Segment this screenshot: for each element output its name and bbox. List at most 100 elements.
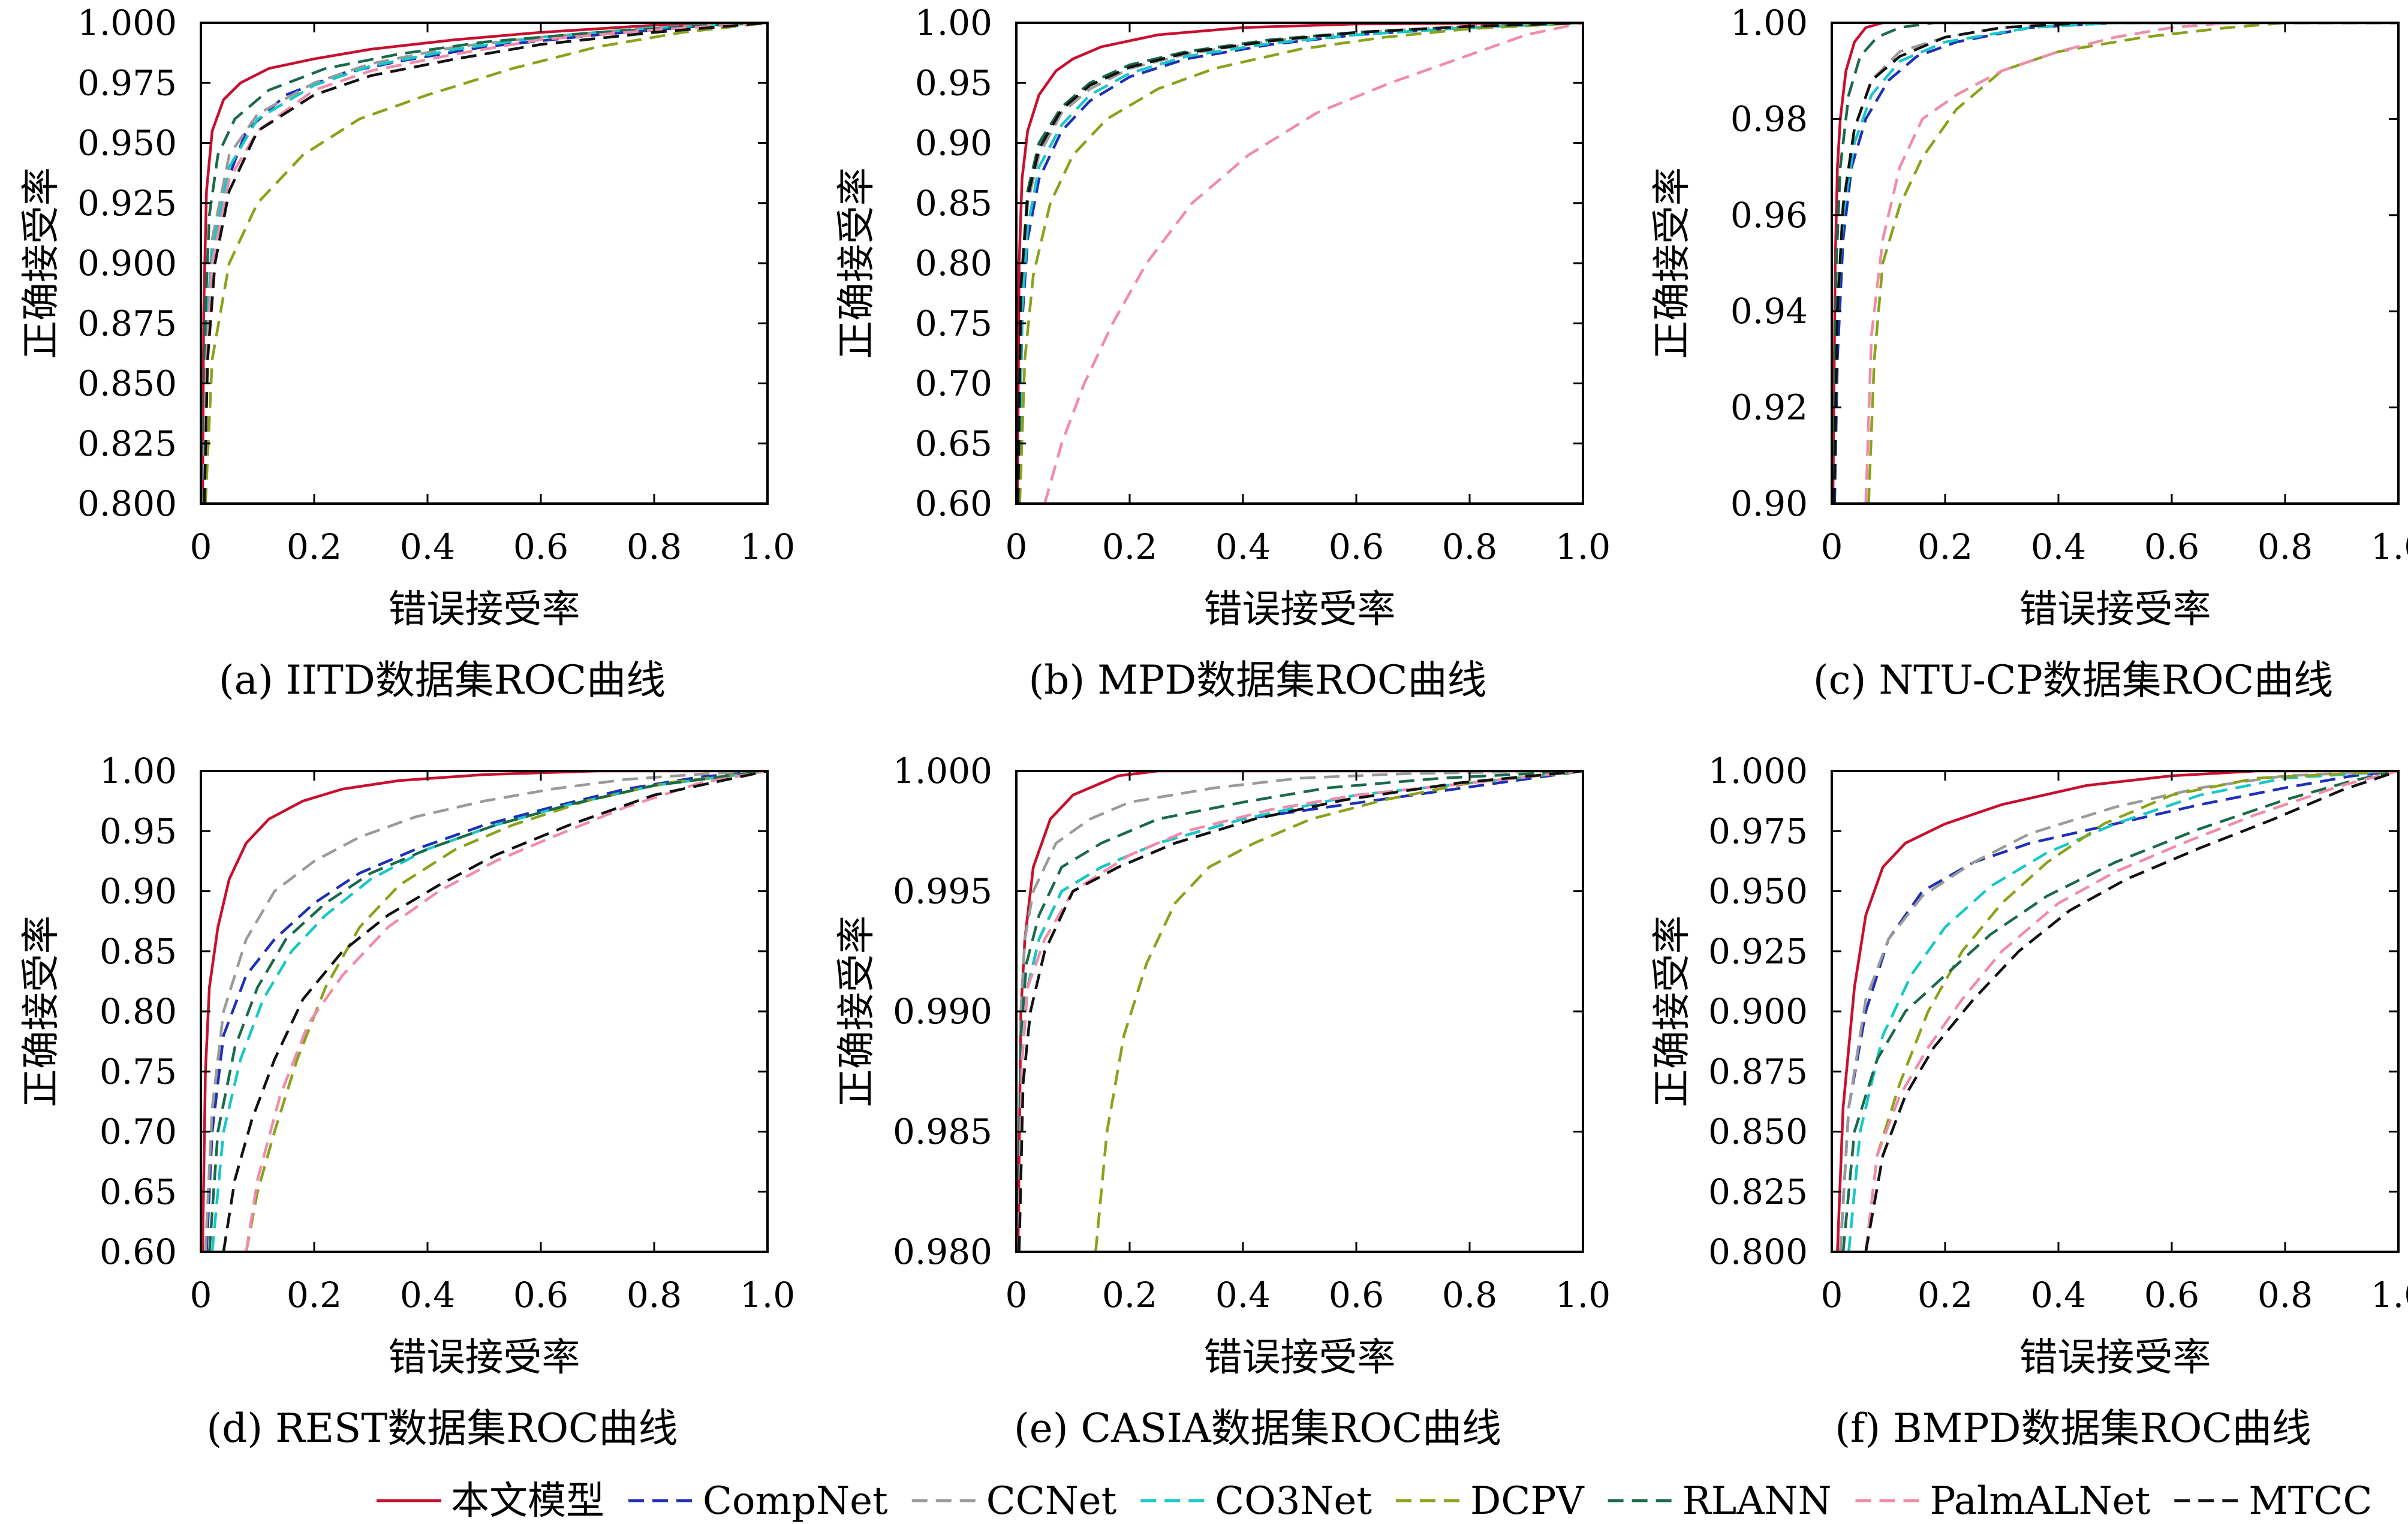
x-tick-label: 0.2 <box>1102 1275 1157 1315</box>
x-axis-label: 错误接受率 <box>1204 1336 1396 1380</box>
x-tick-label: 0.8 <box>1442 1275 1497 1315</box>
y-tick-label: 0.925 <box>77 183 177 224</box>
y-tick-label: 0.94 <box>1730 291 1808 332</box>
x-tick-label: 1.0 <box>740 526 795 567</box>
series-line-MTCC <box>1864 771 2398 1252</box>
plot-frame <box>1831 770 2400 1253</box>
legend-item: CO3Net <box>1140 1479 1372 1523</box>
series-line-CCNet <box>1016 771 1583 1252</box>
series-line-本文模型 <box>201 771 767 1252</box>
x-tick-label: 1.0 <box>2371 1275 2408 1315</box>
x-tick-label: 0.4 <box>1215 526 1271 567</box>
series-line-RLANN <box>1832 23 2398 504</box>
series-line-MTCC <box>1832 23 2398 504</box>
x-tick-label: 0.6 <box>2144 526 2199 567</box>
y-tick-label: 0.70 <box>915 363 992 404</box>
x-tick-label: 0.6 <box>513 1275 568 1315</box>
x-tick-label: 0 <box>190 1275 212 1315</box>
y-tick-label: 0.950 <box>1708 871 1808 912</box>
y-tick-label: 0.80 <box>915 243 992 284</box>
x-tick-label: 0.8 <box>1442 526 1497 567</box>
y-tick-label: 1.00 <box>100 751 177 791</box>
y-tick-label: 0.92 <box>1730 387 1808 428</box>
x-tick-label: 0 <box>1006 526 1028 567</box>
series-line-DCPV <box>1018 23 1583 504</box>
panel-caption: (d) REST数据集ROC曲线 <box>206 1405 678 1451</box>
y-tick-label: 0.98 <box>1730 98 1808 139</box>
series-line-MTCC <box>222 771 767 1252</box>
legend-label: PalmALNet <box>1930 1479 2151 1523</box>
x-tick-label: 0.4 <box>400 1275 455 1315</box>
x-tick-label: 0.2 <box>1918 1275 1973 1315</box>
y-tick-label: 0.900 <box>77 243 177 284</box>
x-tick-label: 1.0 <box>2371 526 2408 567</box>
series-line-PalmALNet <box>1864 771 2398 1252</box>
x-tick-label: 0.2 <box>287 526 342 567</box>
x-tick-label: 0.8 <box>627 526 682 567</box>
x-tick-label: 0.6 <box>1329 1275 1384 1315</box>
y-tick-label: 0.80 <box>100 991 177 1032</box>
plot-frame <box>200 22 769 505</box>
y-axis-label: 正确接受率 <box>835 167 879 359</box>
series-line-CompNet <box>1838 771 2398 1252</box>
y-tick-label: 0.800 <box>77 483 177 524</box>
series-line-RLANN <box>1841 771 2398 1252</box>
series-line-RLANN <box>1016 771 1583 1252</box>
y-tick-label: 1.000 <box>893 751 992 791</box>
y-tick-label: 0.95 <box>915 62 992 103</box>
roc-panel-c: 0 0.2 0.4 0.6 0.8 1.0 0.90 0.92 0.94 0.96 0.98 1.00… <box>1650 2 2408 703</box>
x-tick-label: 0.4 <box>1215 1275 1271 1315</box>
y-axis-label: 正确接受率 <box>19 167 64 359</box>
x-tick-label: 0 <box>1821 1275 1843 1315</box>
y-tick-label: 0.975 <box>1708 811 1808 851</box>
legend-label: CO3Net <box>1215 1479 1372 1523</box>
series-line-PalmALNet <box>202 23 767 504</box>
x-tick-label: 0.8 <box>2258 526 2313 567</box>
x-tick-label: 0.2 <box>1918 526 1973 567</box>
y-tick-label: 1.00 <box>1730 2 1808 43</box>
legend-label: CompNet <box>703 1479 888 1523</box>
y-axis-label: 正确接受率 <box>1650 915 1694 1107</box>
x-axis-label: 错误接受率 <box>1204 588 1396 632</box>
y-tick-label: 0.60 <box>915 483 992 524</box>
y-tick-label: 0.90 <box>915 123 992 164</box>
series-line-本文模型 <box>1832 23 2398 504</box>
x-tick-label: 0 <box>190 526 212 567</box>
roc-panel-e: 0 0.2 0.4 0.6 0.8 1.0 0.980 0.985 0.990 0.995 1.00… <box>835 751 1611 1451</box>
series-group <box>1836 771 2398 1252</box>
x-tick-label: 0.8 <box>2258 1275 2313 1315</box>
y-tick-label: 0.85 <box>915 183 992 224</box>
x-axis-label: 错误接受率 <box>2019 1336 2211 1380</box>
x-tick-label: 0 <box>1006 1275 1028 1315</box>
y-tick-label: 0.975 <box>77 62 177 103</box>
y-tick-label: 0.950 <box>77 123 177 164</box>
y-tick-label: 1.00 <box>915 2 992 43</box>
plot-frame <box>200 770 769 1253</box>
series-line-RLANN <box>201 23 767 504</box>
x-tick-label: 0 <box>1821 526 1843 567</box>
y-tick-label: 0.96 <box>1730 195 1808 236</box>
y-tick-label: 0.65 <box>100 1171 177 1212</box>
roc-panel-d: 0 0.2 0.4 0.6 0.8 1.0 0.60 0.65 0.70 0.75 0.80 0.85… <box>19 751 795 1451</box>
series-group <box>1016 23 1583 504</box>
y-tick-label: 0.75 <box>915 303 992 344</box>
y-tick-label: 0.85 <box>100 931 177 972</box>
x-axis-label: 错误接受率 <box>2019 588 2211 632</box>
y-tick-label: 0.65 <box>915 423 992 464</box>
y-tick-label: 0.875 <box>1708 1051 1808 1092</box>
y-axis-label: 正确接受率 <box>19 915 64 1107</box>
y-axis-label: 正确接受率 <box>835 915 879 1107</box>
y-tick-label: 0.75 <box>100 1051 177 1092</box>
y-tick-label: 0.980 <box>893 1231 992 1272</box>
y-tick-label: 0.985 <box>893 1112 992 1152</box>
series-group <box>201 771 767 1252</box>
series-line-PalmALNet <box>245 771 767 1252</box>
legend-item: PalmALNet <box>1855 1479 2151 1523</box>
series-line-CCNet <box>204 771 767 1252</box>
y-tick-label: 1.000 <box>77 2 177 43</box>
series-line-CCNet <box>1016 23 1583 504</box>
y-tick-label: 0.825 <box>77 423 177 464</box>
series-line-CompNet <box>1017 23 1583 504</box>
series-line-CompNet <box>202 23 767 504</box>
series-line-CompNet <box>205 771 767 1252</box>
